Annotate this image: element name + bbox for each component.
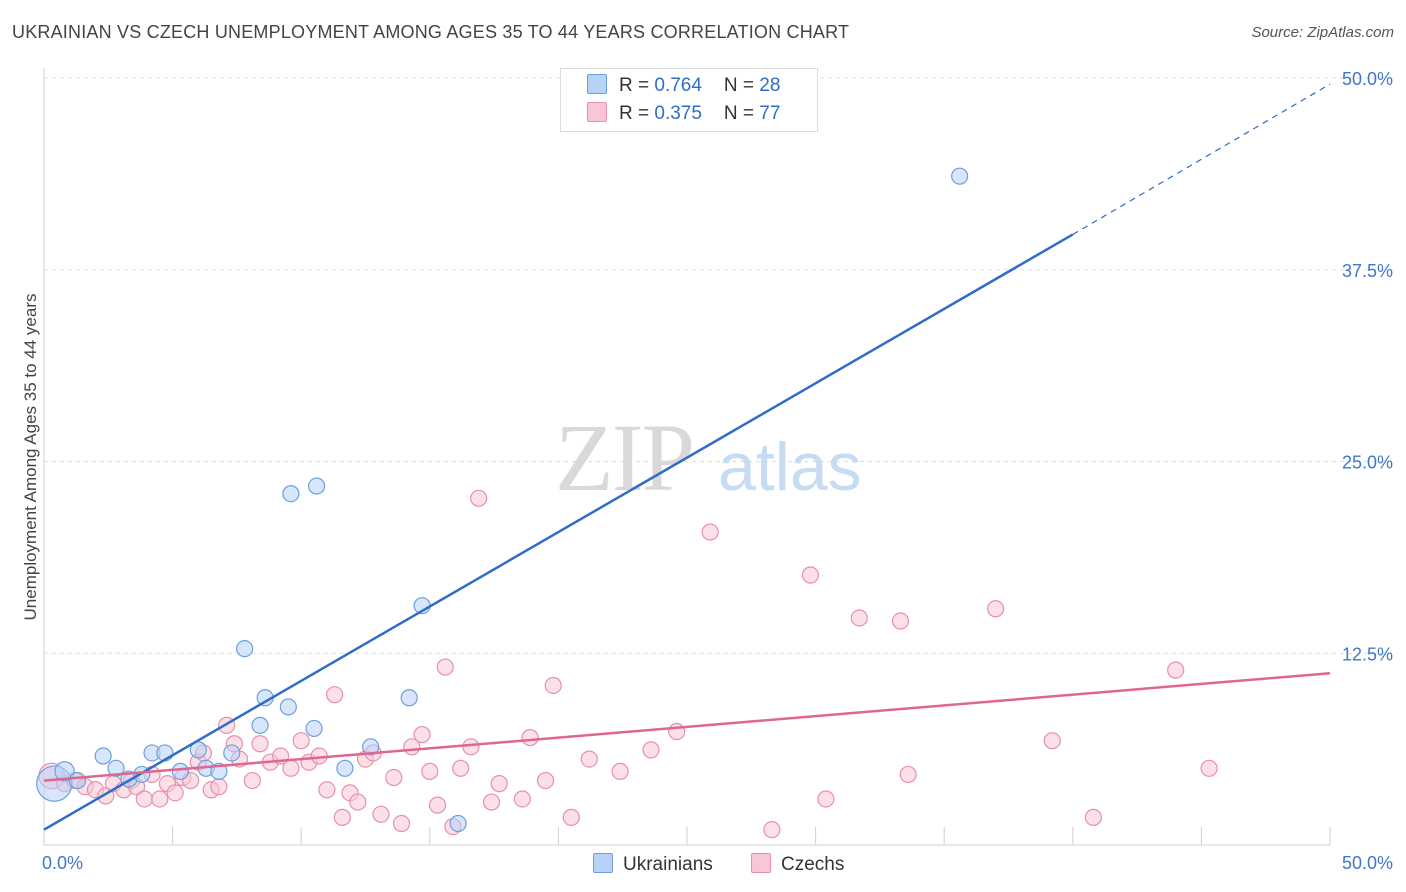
trend-lines	[43, 83, 1331, 831]
ukrainians-point	[94, 747, 112, 765]
czechs-point	[135, 790, 153, 808]
ukrainians-point	[308, 477, 326, 495]
czechs-point	[490, 775, 508, 793]
czechs-trend-line	[43, 671, 1331, 782]
czechs-point	[850, 609, 868, 627]
ukrainians-point	[951, 167, 969, 185]
czechs-points	[38, 489, 1218, 839]
czechs-point	[470, 489, 488, 507]
czechs-point	[1043, 732, 1061, 750]
chart-title: UKRAINIAN VS CZECH UNEMPLOYMENT AMONG AG…	[12, 22, 850, 42]
axes	[43, 68, 1331, 846]
czechs-n-value: 77	[759, 103, 781, 124]
x-tick-label: 50.0%	[1342, 853, 1393, 873]
ukrainians-point	[54, 761, 75, 782]
czechs-point	[668, 722, 686, 741]
legend-item-czechs: Czechs	[751, 852, 844, 878]
czechs-point	[562, 808, 580, 826]
ukrainians-point	[68, 771, 87, 790]
ukrainians-point	[171, 762, 189, 780]
y-tick-label: 25.0%	[1342, 453, 1393, 473]
czechs-point	[282, 759, 300, 777]
ukrainians-point	[107, 759, 125, 777]
ukrainians-point	[282, 485, 300, 503]
y-tick-label: 12.5%	[1342, 644, 1393, 664]
czechs-point	[987, 600, 1005, 618]
czechs-point	[1200, 759, 1218, 777]
ukrainians-trend-extension	[1072, 83, 1331, 235]
czechs-point	[1167, 661, 1185, 679]
ukrainians-point	[336, 759, 354, 777]
czechs-point	[151, 790, 169, 808]
legend-item-ukrainians: Ukrainians	[593, 852, 713, 878]
legend-row-czechs: R = 0.375 N = 77	[587, 101, 780, 127]
y-tick-label: 50.0%	[1342, 69, 1393, 89]
ukrainians-trend-line	[43, 233, 1074, 831]
czechs-point	[210, 778, 228, 796]
ukrainians-point	[449, 814, 467, 833]
czechs-point	[452, 759, 470, 777]
czechs-point	[1084, 808, 1102, 826]
ukrainians-point	[305, 719, 323, 738]
czechs-point	[428, 796, 447, 814]
y-axis-label: Unemployment Among Ages 35 to 44 years	[21, 294, 40, 621]
czechs-point	[292, 732, 310, 750]
x-tick-label: 0.0%	[42, 853, 83, 873]
ukrainians-point	[400, 689, 418, 707]
czechs-point	[580, 750, 598, 768]
czechs-point	[333, 808, 351, 826]
tick-labels: 12.5% 25.0% 37.5% 50.0% 0.0% 50.0%	[42, 69, 1393, 873]
czechs-point	[326, 686, 344, 704]
czechs-point	[763, 821, 781, 839]
czechs-swatch	[587, 102, 607, 122]
czechs-point	[544, 676, 562, 695]
ukrainians-swatch	[587, 74, 607, 94]
ukrainians-point	[223, 744, 241, 762]
czechs-point	[251, 735, 269, 753]
correlation-legend: R = 0.764 N = 28 R = 0.375 N = 77	[560, 68, 818, 132]
ukrainians-points	[36, 167, 969, 833]
czechs-point	[513, 790, 531, 808]
ukrainians-point	[251, 716, 269, 734]
ukrainians-point	[236, 640, 254, 658]
gridlines	[44, 77, 1394, 654]
czechs-point	[349, 793, 367, 811]
ukrainians-point	[189, 741, 207, 759]
ukrainians-point	[279, 698, 297, 716]
watermark-atlas: atlas	[718, 429, 862, 505]
czechs-point	[462, 738, 480, 756]
series-legend: Ukrainians Czechs	[0, 852, 1406, 878]
czechs-point	[899, 765, 917, 784]
czechs-point	[436, 658, 454, 676]
czechs-r-value: 0.375	[654, 103, 702, 124]
czechs-point	[817, 790, 835, 808]
ukrainians-r-value: 0.764	[654, 75, 702, 96]
czechs-point	[536, 771, 555, 790]
legend-row-ukrainians: R = 0.764 N = 28	[587, 73, 780, 99]
czechs-point	[166, 784, 184, 802]
czechs-point	[392, 814, 411, 833]
czechs-point	[421, 762, 439, 780]
chart-source: Source: ZipAtlas.com	[1251, 24, 1394, 41]
czechs-point	[482, 793, 501, 811]
czechs-point	[413, 725, 431, 744]
czechs-point	[611, 762, 629, 780]
ukrainians-point	[362, 738, 380, 756]
czechs-point	[642, 741, 660, 759]
czechs-point	[891, 612, 910, 630]
czechs-point	[385, 768, 403, 787]
czechs-point	[372, 805, 390, 823]
y-tick-label: 37.5%	[1342, 261, 1393, 281]
czechs-point	[243, 771, 261, 790]
czechs-point	[521, 729, 539, 747]
czechs-point	[801, 566, 820, 584]
czechs-point	[701, 523, 719, 541]
ukrainians-n-value: 28	[759, 75, 781, 96]
czechs-point	[318, 781, 336, 799]
